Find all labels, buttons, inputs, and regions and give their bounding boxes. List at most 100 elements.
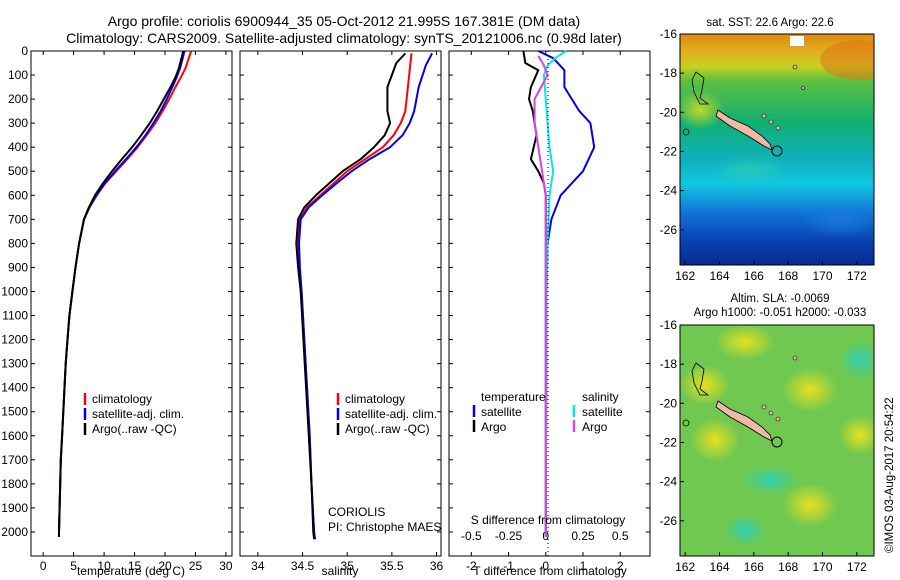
latitude-tick-label: -18	[660, 357, 678, 371]
figure-title-line1: Argo profile: coriolis 6900944_35 05-Oct…	[108, 13, 580, 29]
depth-tick-label: 300	[8, 116, 28, 130]
series-line	[297, 53, 413, 540]
longitude-tick-label: 166	[744, 269, 764, 283]
salinity-axis-label: salinity	[322, 564, 359, 578]
loyalty-islands	[761, 404, 767, 410]
sla-low-patch	[838, 340, 874, 380]
island-outline	[691, 362, 710, 396]
x-tick-label: 35.5	[380, 559, 404, 573]
latitude-tick-label: -24	[660, 475, 678, 489]
top-x-tick-label: -0.5	[461, 529, 482, 543]
x-tick-label: -1	[503, 559, 514, 573]
top-x-tick-label: 0.5	[612, 529, 629, 543]
vanuatu-islands	[792, 355, 798, 361]
depth-tick-label: 1800	[1, 477, 28, 491]
depth-tick-label: 1400	[1, 381, 28, 395]
sst-map-title: sat. SST: 22.6 Argo: 22.6	[706, 17, 833, 29]
argo-float-marker	[771, 145, 783, 157]
vanuatu-islands	[801, 86, 805, 90]
x-tick-label: -2	[466, 559, 477, 573]
difference-series	[522, 50, 596, 537]
sst-warm-patch	[680, 90, 725, 130]
x-tick-label: 34.5	[291, 559, 315, 573]
depth-tick-label: 800	[8, 236, 28, 250]
legend-satellite-label: satellite-adj. clim.	[345, 407, 437, 421]
sla-high-patch	[782, 483, 838, 527]
temperature-axis-label: temperature (deg C)	[77, 564, 185, 578]
sst-cool-patch	[800, 202, 874, 238]
sst-map-frame	[679, 33, 875, 266]
depth-tick-label: 2000	[1, 525, 28, 539]
legend-argo-label: Argo(..raw -QC)	[92, 422, 177, 436]
legend-s-satellite-label: satellite	[582, 405, 623, 419]
difference-legend: temperature satellite Argo salinity sate…	[472, 390, 623, 434]
salinity-legend: climatology satellite-adj. clim. Argo(..…	[336, 392, 437, 436]
longitude-tick-label: 166	[744, 560, 764, 574]
sla-low-patch	[723, 514, 767, 546]
vanuatu-islands	[792, 64, 798, 70]
sla-low-patch	[740, 466, 800, 494]
pi-label: PI: Christophe MAES	[328, 520, 441, 534]
t-difference-axis-label: T difference from climatology	[473, 564, 627, 578]
loyalty-islands	[768, 119, 774, 125]
top-x-tick-label: -0.25	[495, 529, 523, 543]
sla-map-title-line2: Argo h1000: -0.051 h2000: -0.033	[694, 307, 867, 319]
sst-no-data-patch	[790, 36, 804, 46]
sla-high-patch	[715, 325, 775, 360]
latitude-tick-label: -22	[660, 144, 678, 158]
legend-salinity-header: salinity	[582, 390, 619, 404]
sla-high-patch	[690, 418, 740, 462]
latitude-tick-label: -26	[660, 514, 678, 528]
x-tick-label: 15	[128, 559, 142, 573]
temperature-legend: climatology satellite-adj. clim. Argo(..…	[83, 392, 184, 436]
series-line	[542, 50, 567, 537]
latitude-tick-label: -24	[660, 184, 678, 198]
series-line	[533, 55, 549, 537]
depth-tick-label: 1300	[1, 357, 28, 371]
x-tick-label: 36	[430, 559, 444, 573]
longitude-tick-label: 170	[812, 269, 832, 283]
legend-climatology-label: climatology	[92, 392, 152, 406]
temperature-series	[58, 50, 193, 537]
sst-cool-patch	[710, 155, 790, 185]
reef-outline	[682, 128, 690, 136]
sla-high-patch	[782, 368, 838, 412]
longitude-tick-label: 164	[709, 269, 729, 283]
difference-panel-frame	[448, 50, 651, 557]
legend-satellite-label: satellite-adj. clim.	[92, 407, 184, 421]
depth-tick-label: 900	[8, 260, 28, 274]
depth-tick-label: 700	[8, 212, 28, 226]
loyalty-islands	[761, 113, 767, 119]
imos-credit: ©IMOS 03-Aug-2017 20:54:22	[884, 397, 896, 553]
x-tick-label: 0	[40, 559, 47, 573]
latitude-tick-label: -20	[660, 105, 678, 119]
sst-warm-patch	[820, 40, 874, 80]
legend-s-argo-label: Argo	[582, 420, 608, 434]
series-line	[298, 52, 433, 540]
institution-label: CORIOLIS	[328, 505, 385, 519]
sla-high-patch	[838, 415, 874, 455]
sla-high-patch	[680, 365, 730, 405]
x-tick-label: 34	[251, 559, 265, 573]
temperature-panel-frame	[30, 50, 233, 557]
salinity-panel-frame	[239, 50, 442, 557]
figure-title-line2: Climatology: CARS2009. Satellite-adjuste…	[66, 30, 622, 46]
depth-tick-label: 0	[21, 44, 28, 58]
latitude-tick-label: -20	[660, 396, 678, 410]
x-tick-label: 5	[70, 559, 77, 573]
longitude-tick-label: 172	[847, 269, 867, 283]
sla-map-title-line1: Altim. SLA: -0.0069	[730, 293, 829, 305]
latitude-tick-label: -26	[660, 223, 678, 237]
longitude-tick-label: 162	[675, 560, 695, 574]
depth-tick-label: 1700	[1, 453, 28, 467]
depth-tick-label: 1500	[1, 405, 28, 419]
series-line	[58, 50, 185, 537]
depth-tick-label: 200	[8, 92, 28, 106]
x-tick-label: 25	[189, 559, 203, 573]
salinity-series	[295, 52, 433, 540]
legend-climatology-label: climatology	[345, 392, 405, 406]
longitude-tick-label: 168	[778, 269, 798, 283]
loyalty-islands	[775, 416, 781, 422]
depth-tick-label: 1200	[1, 333, 28, 347]
